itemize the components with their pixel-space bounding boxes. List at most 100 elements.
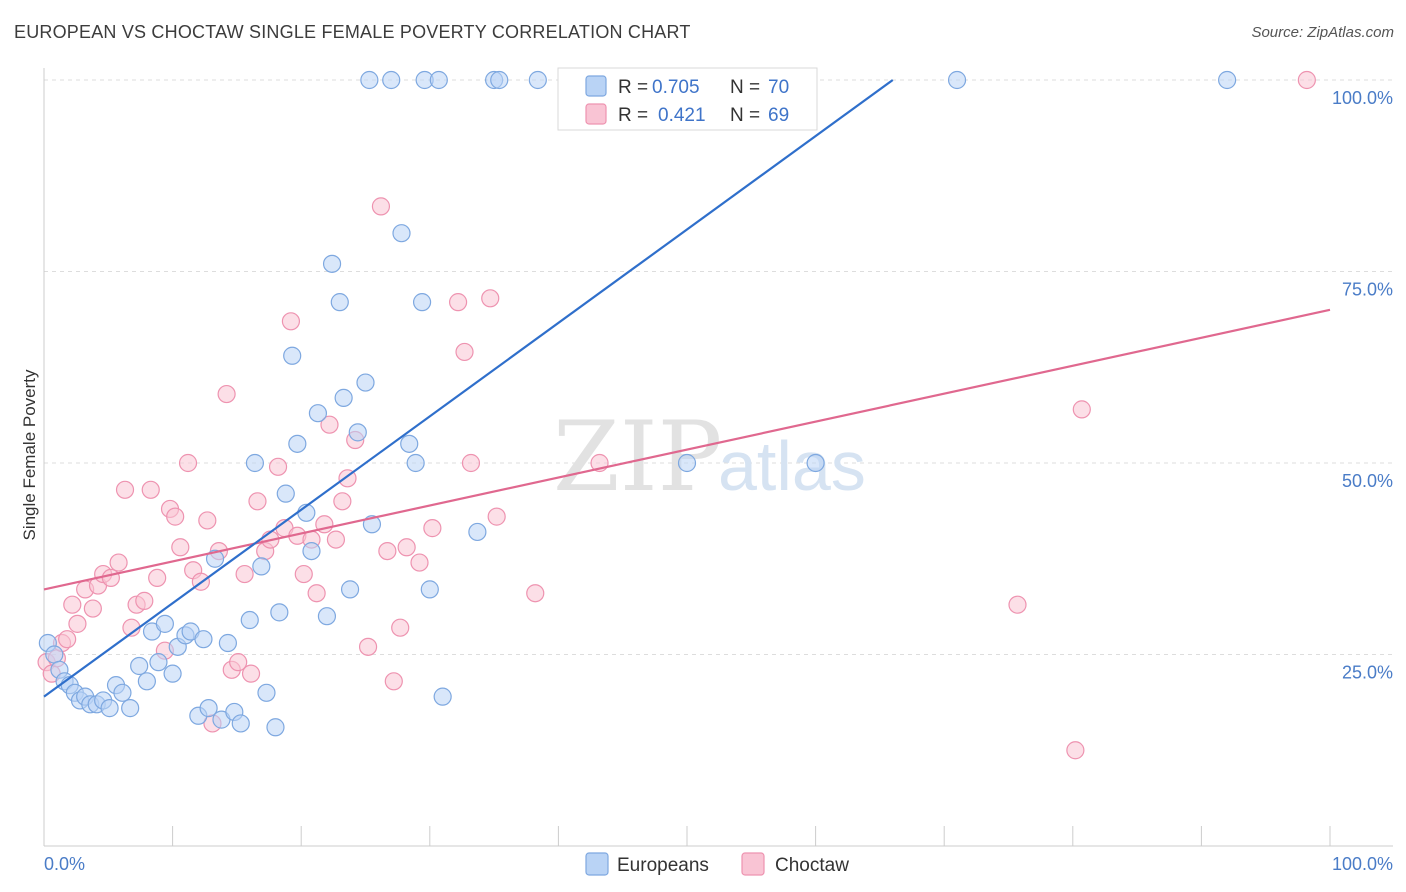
europeans-point-53 (382, 70, 401, 90)
legend-n-label-choctaw: N = (730, 105, 760, 126)
europeans-point-45 (322, 254, 342, 273)
choctaw-point-67 (1072, 400, 1091, 419)
y-tick-labels: 25.0% 50.0% 75.0% 100.0% (1332, 88, 1393, 683)
trend-line-choctaw (43, 308, 1331, 591)
legend-r-label-choctaw: R = (618, 105, 648, 126)
choctaw-point-16 (135, 591, 154, 610)
europeans-point-34 (252, 557, 271, 576)
y-tick-label-2: 75.0% (1342, 280, 1393, 300)
choctaw-point-63 (526, 584, 545, 603)
europeans-point-61 (468, 522, 487, 542)
europeans-point-16 (137, 672, 156, 691)
choctaw-point-50 (358, 637, 378, 656)
legend: R = 0.705 N = 70 R = 0.421 N = 69 (557, 67, 818, 131)
europeans-point-14 (121, 699, 140, 718)
europeans-point-36 (266, 718, 285, 737)
legend-r-value-choctaw: 0.421 (658, 105, 706, 126)
choctaw-point-11 (101, 568, 120, 588)
europeans-point-50 (356, 373, 375, 392)
europeans-point-33 (245, 453, 265, 473)
choctaw-point-37 (268, 457, 288, 476)
europeans-point-43 (308, 404, 328, 423)
europeans-point-35 (257, 683, 276, 702)
trend-line-europeans (43, 79, 894, 698)
europeans-point-38 (276, 484, 295, 503)
europeans-point-49 (348, 423, 367, 442)
choctaw-point-43 (307, 584, 326, 603)
watermark-zip: ZIP (553, 401, 722, 513)
choctaw-point-47 (333, 492, 352, 511)
europeans-point-19 (155, 614, 174, 633)
choctaw-point-56 (410, 553, 429, 572)
bottom-legend: Europeans Choctaw (585, 852, 849, 876)
europeans-point-13 (113, 683, 132, 702)
choctaw-point-57 (423, 519, 442, 538)
y-tick-label-3: 100.0% (1332, 88, 1393, 108)
europeans-point-47 (334, 388, 353, 407)
europeans-point-63 (490, 70, 509, 90)
choctaw-point-41 (294, 564, 313, 584)
europeans-point-57 (420, 580, 439, 599)
europeans-point-69 (406, 453, 425, 473)
choctaw-point-59 (455, 342, 474, 362)
choctaw-point-65 (1008, 595, 1027, 614)
choctaw-point-54 (391, 618, 410, 637)
source-label: Source: ZipAtlas.com (1251, 24, 1394, 41)
europeans-point-37 (270, 603, 289, 622)
europeans-point-15 (130, 656, 149, 676)
choctaw-point-52 (378, 541, 397, 561)
choctaw-point-68 (1297, 70, 1316, 90)
europeans-point-18 (149, 653, 168, 672)
europeans-point-20 (163, 664, 182, 683)
y-tick-label-0: 25.0% (1342, 663, 1393, 683)
europeans-point-64 (528, 70, 547, 90)
choctaw-point-55 (397, 538, 416, 557)
choctaw-point-4 (58, 630, 77, 649)
europeans-point-39 (283, 346, 302, 365)
europeans-point-55 (400, 434, 419, 453)
legend-r-value-europeans: 0.705 (652, 77, 700, 98)
series-europeans-points (38, 70, 1237, 737)
europeans-point-42 (302, 541, 321, 561)
europeans-point-59 (429, 70, 448, 90)
bottom-legend-label-europeans: Europeans (617, 855, 709, 876)
y-tick-label-1: 50.0% (1342, 471, 1393, 491)
europeans-point-27 (205, 549, 225, 568)
x-tick-label-min: 0.0% (44, 854, 85, 874)
europeans-point-66 (806, 453, 825, 473)
europeans-point-11 (100, 699, 119, 718)
choctaw-point-21 (166, 507, 185, 526)
europeans-point-54 (392, 224, 411, 243)
trend-lines (43, 79, 1331, 698)
choctaw-point-8 (83, 599, 102, 618)
axes (43, 68, 1393, 847)
choctaw-point-46 (326, 530, 346, 549)
y-axis-label: Single Female Poverty (20, 369, 39, 541)
legend-swatch-choctaw (585, 103, 607, 125)
choctaw-point-31 (229, 653, 248, 672)
bottom-legend-swatch-choctaw (741, 852, 765, 876)
chart-title: EUROPEAN VS CHOCTAW SINGLE FEMALE POVERT… (14, 22, 691, 42)
europeans-point-29 (218, 633, 237, 653)
europeans-point-32 (240, 610, 259, 630)
series-choctaw-points (37, 70, 1316, 760)
europeans-point-48 (340, 580, 360, 599)
europeans-point-60 (433, 687, 452, 706)
europeans-point-31 (231, 714, 250, 733)
choctaw-point-13 (115, 480, 135, 499)
choctaw-point-6 (68, 614, 87, 633)
europeans-point-52 (360, 70, 379, 90)
legend-n-value-choctaw: 69 (768, 105, 789, 126)
choctaw-point-12 (109, 553, 128, 572)
bottom-legend-label-choctaw: Choctaw (775, 855, 849, 876)
choctaw-point-61 (481, 289, 500, 308)
europeans-point-1 (45, 645, 64, 664)
choctaw-point-62 (487, 507, 506, 526)
legend-n-value-europeans: 70 (768, 77, 789, 98)
legend-swatch-europeans (585, 75, 607, 97)
legend-r-label-europeans: R = (618, 77, 648, 98)
choctaw-point-45 (320, 415, 339, 434)
bottom-legend-swatch-europeans (585, 852, 609, 876)
europeans-point-44 (317, 607, 337, 626)
